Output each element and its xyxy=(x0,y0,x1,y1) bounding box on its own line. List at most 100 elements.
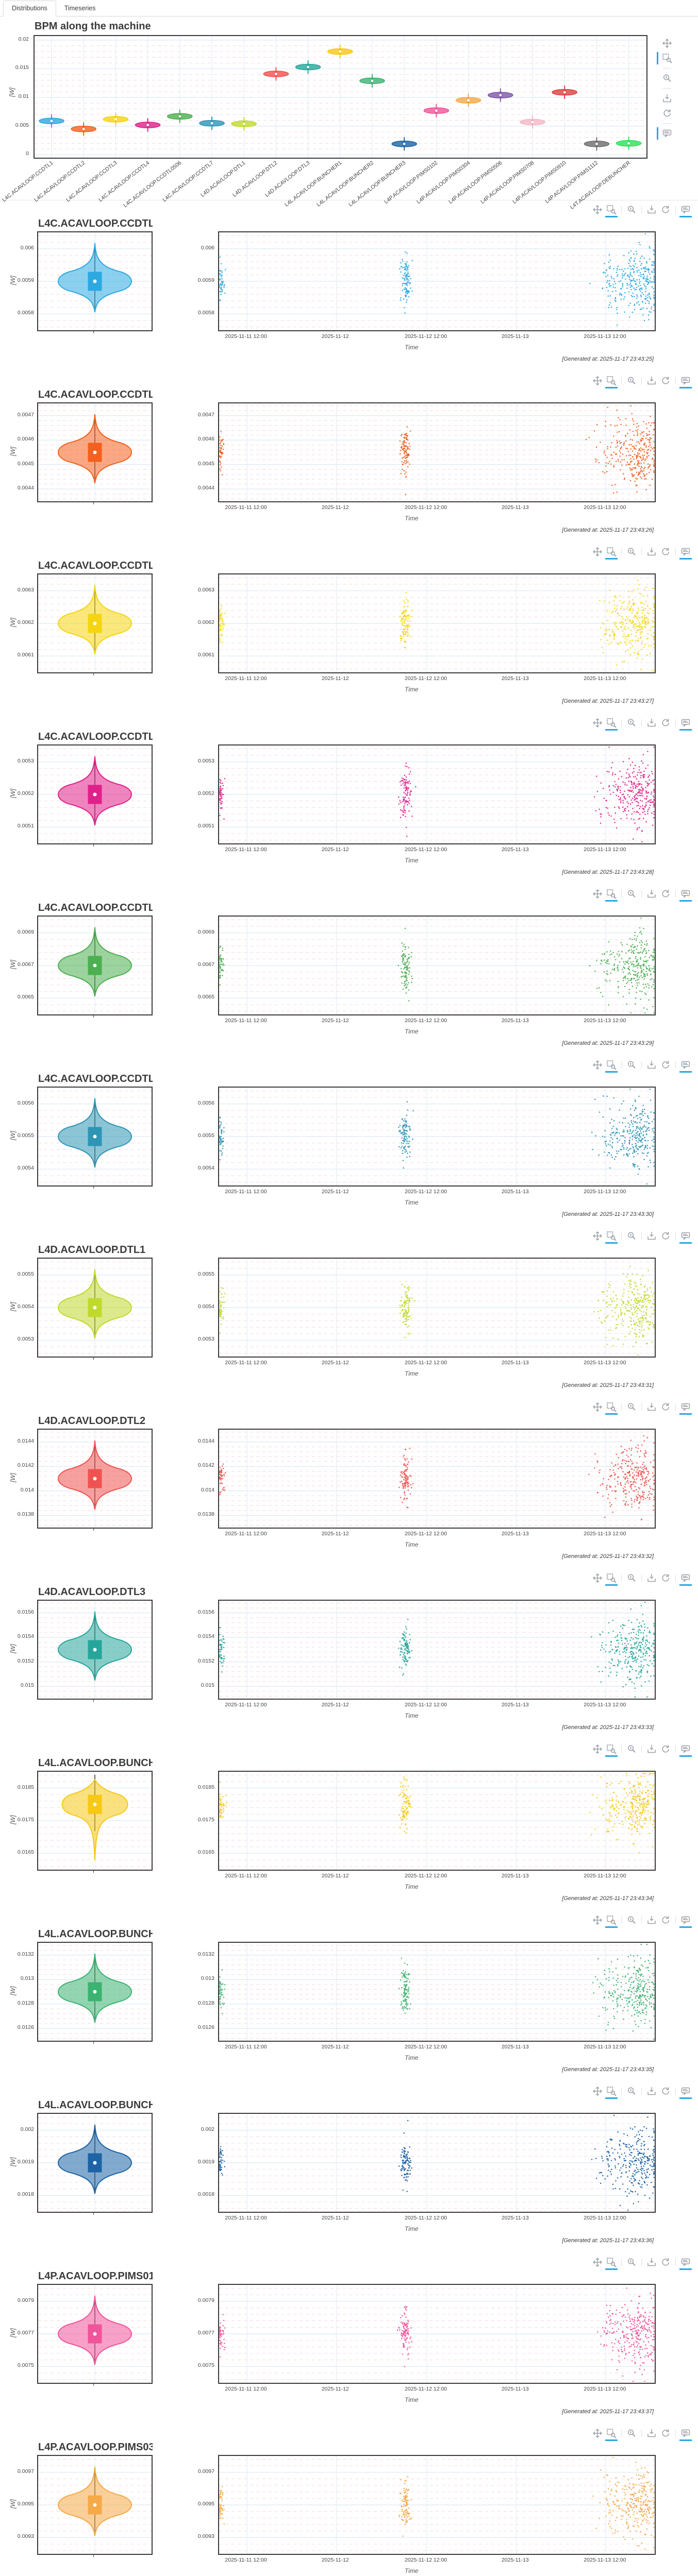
box-zoom-icon[interactable] xyxy=(605,547,618,560)
save-icon[interactable] xyxy=(646,1060,657,1070)
hover-icon[interactable] xyxy=(679,1744,692,1757)
hover-icon[interactable] xyxy=(679,205,692,217)
pan-icon[interactable] xyxy=(592,889,603,899)
wheel-zoom-icon[interactable] xyxy=(626,376,637,386)
row-timeseries-plot[interactable] xyxy=(218,1087,656,1187)
hover-icon[interactable] xyxy=(679,1060,692,1073)
row-violin-plot[interactable] xyxy=(37,2284,153,2384)
box-zoom-icon[interactable] xyxy=(605,718,618,731)
reset-icon[interactable] xyxy=(660,2428,671,2438)
wheel-zoom-icon[interactable] xyxy=(626,1915,637,1925)
box-zoom-icon[interactable] xyxy=(605,205,618,217)
hover-icon[interactable] xyxy=(679,1573,692,1586)
save-icon[interactable] xyxy=(646,547,657,557)
reset-icon[interactable] xyxy=(660,376,671,386)
box-zoom-icon[interactable] xyxy=(657,52,672,64)
reset-icon[interactable] xyxy=(660,1573,671,1583)
row-violin-plot[interactable] xyxy=(37,1429,153,1529)
row-violin-plot[interactable] xyxy=(37,1087,153,1187)
pan-icon[interactable] xyxy=(662,38,672,48)
row-violin-plot[interactable] xyxy=(37,1600,153,1700)
pan-icon[interactable] xyxy=(592,205,603,215)
row-timeseries-plot[interactable] xyxy=(218,2284,656,2384)
row-violin-plot[interactable] xyxy=(37,573,153,673)
reset-icon[interactable] xyxy=(660,718,671,728)
save-icon[interactable] xyxy=(646,1231,657,1241)
save-icon[interactable] xyxy=(646,376,657,386)
save-icon[interactable] xyxy=(646,1402,657,1412)
overview-violin-plot[interactable] xyxy=(34,35,647,159)
hover-icon[interactable] xyxy=(679,2086,692,2099)
row-violin-plot[interactable] xyxy=(37,916,153,1015)
box-zoom-icon[interactable] xyxy=(605,2086,618,2099)
pan-icon[interactable] xyxy=(592,1231,603,1241)
reset-icon[interactable] xyxy=(660,205,671,215)
reset-icon[interactable] xyxy=(660,1915,671,1925)
box-zoom-icon[interactable] xyxy=(605,1915,618,1928)
reset-icon[interactable] xyxy=(660,2086,671,2096)
wheel-zoom-icon[interactable] xyxy=(626,2428,637,2438)
reset-icon[interactable] xyxy=(660,1744,671,1754)
row-timeseries-plot[interactable] xyxy=(218,1771,656,1871)
hover-icon[interactable] xyxy=(679,889,692,902)
save-icon[interactable] xyxy=(646,1573,657,1583)
row-violin-plot[interactable] xyxy=(37,402,153,502)
save-icon[interactable] xyxy=(646,1915,657,1925)
row-timeseries-plot[interactable] xyxy=(218,1258,656,1358)
row-violin-plot[interactable] xyxy=(37,231,153,331)
reset-icon[interactable] xyxy=(660,2257,671,2267)
hover-icon[interactable] xyxy=(657,127,672,140)
row-timeseries-plot[interactable] xyxy=(218,402,656,502)
box-zoom-icon[interactable] xyxy=(605,376,618,388)
wheel-zoom-icon[interactable] xyxy=(626,1573,637,1583)
save-icon[interactable] xyxy=(646,2086,657,2096)
row-timeseries-plot[interactable] xyxy=(218,2113,656,2213)
row-timeseries-plot[interactable] xyxy=(218,916,656,1015)
wheel-zoom-icon[interactable] xyxy=(626,1744,637,1754)
hover-icon[interactable] xyxy=(679,376,692,388)
pan-icon[interactable] xyxy=(592,1915,603,1925)
row-timeseries-plot[interactable] xyxy=(218,1600,656,1700)
pan-icon[interactable] xyxy=(592,376,603,386)
pan-icon[interactable] xyxy=(592,547,603,557)
pan-icon[interactable] xyxy=(592,2086,603,2096)
wheel-zoom-icon[interactable] xyxy=(626,205,637,215)
wheel-zoom-icon[interactable] xyxy=(662,73,672,83)
box-zoom-icon[interactable] xyxy=(605,2257,618,2270)
box-zoom-icon[interactable] xyxy=(605,1231,618,1244)
reset-icon[interactable] xyxy=(662,108,672,118)
hover-icon[interactable] xyxy=(679,1402,692,1415)
wheel-zoom-icon[interactable] xyxy=(626,1231,637,1241)
wheel-zoom-icon[interactable] xyxy=(626,889,637,899)
row-violin-plot[interactable] xyxy=(37,744,153,844)
reset-icon[interactable] xyxy=(660,547,671,557)
box-zoom-icon[interactable] xyxy=(605,2428,618,2441)
reset-icon[interactable] xyxy=(660,1060,671,1070)
pan-icon[interactable] xyxy=(592,718,603,728)
wheel-zoom-icon[interactable] xyxy=(626,1060,637,1070)
hover-icon[interactable] xyxy=(679,718,692,731)
box-zoom-icon[interactable] xyxy=(605,1573,618,1586)
wheel-zoom-icon[interactable] xyxy=(626,547,637,557)
pan-icon[interactable] xyxy=(592,1402,603,1412)
pan-icon[interactable] xyxy=(592,1573,603,1583)
hover-icon[interactable] xyxy=(679,1915,692,1928)
pan-icon[interactable] xyxy=(592,1060,603,1070)
wheel-zoom-icon[interactable] xyxy=(626,1402,637,1412)
row-violin-plot[interactable] xyxy=(37,2113,153,2213)
box-zoom-icon[interactable] xyxy=(605,1744,618,1757)
wheel-zoom-icon[interactable] xyxy=(626,2086,637,2096)
row-violin-plot[interactable] xyxy=(37,1258,153,1358)
save-icon[interactable] xyxy=(662,93,672,104)
reset-icon[interactable] xyxy=(660,1402,671,1412)
save-icon[interactable] xyxy=(646,889,657,899)
box-zoom-icon[interactable] xyxy=(605,1402,618,1415)
reset-icon[interactable] xyxy=(660,1231,671,1241)
row-violin-plot[interactable] xyxy=(37,1942,153,2042)
save-icon[interactable] xyxy=(646,205,657,215)
row-timeseries-plot[interactable] xyxy=(218,1942,656,2042)
row-violin-plot[interactable] xyxy=(37,2455,153,2555)
hover-icon[interactable] xyxy=(679,547,692,560)
tab-timeseries[interactable]: Timeseries xyxy=(64,5,96,12)
row-timeseries-plot[interactable] xyxy=(218,231,656,331)
